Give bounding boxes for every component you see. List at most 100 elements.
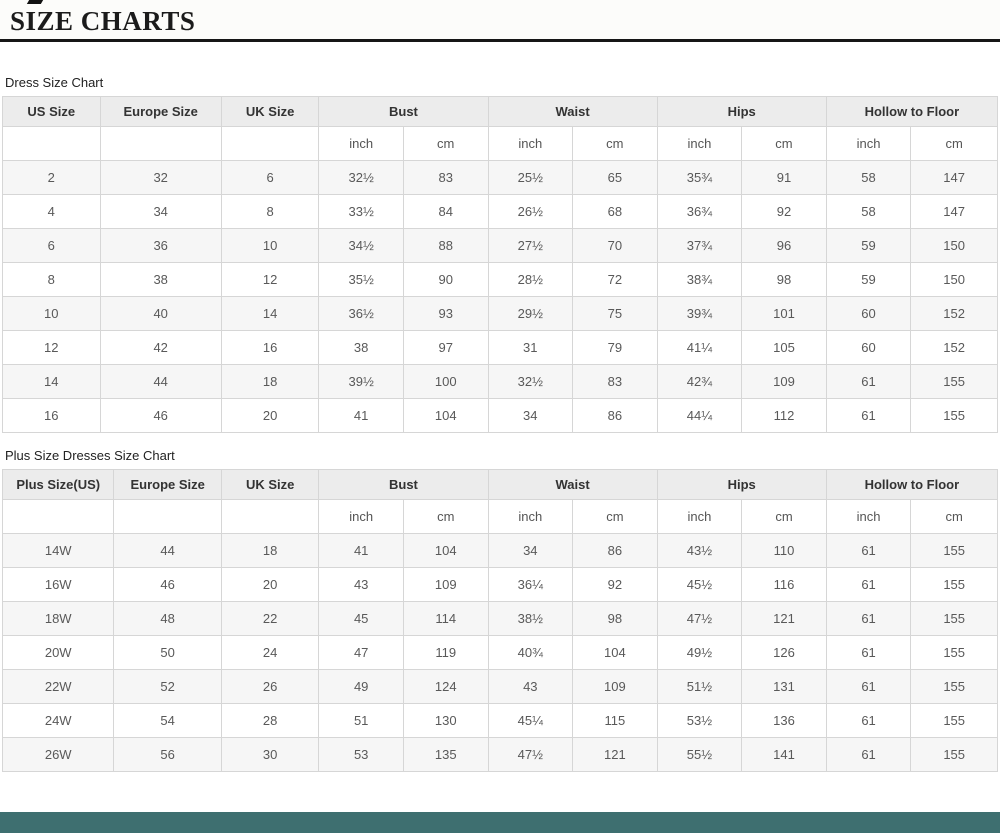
dress-size-section: Dress Size Chart US Size Europe Size UK Si…: [0, 42, 1000, 433]
unit-header: cm: [910, 499, 998, 534]
table-cell: 79: [572, 330, 658, 365]
unit-header: cm: [741, 126, 827, 161]
table-cell: 50: [113, 635, 222, 670]
table-cell: 41: [318, 398, 404, 433]
table-cell: 155: [910, 398, 998, 433]
table-cell: 26: [220, 669, 320, 704]
table-cell: 58: [825, 160, 912, 195]
table-cell: 61: [825, 737, 912, 772]
plus-size-section: Plus Size Dresses Size Chart Plus Size(U…: [0, 433, 1000, 772]
table-cell: 34: [487, 533, 574, 568]
table-cell: 114: [402, 601, 489, 636]
table-cell: 92: [572, 567, 658, 602]
table-cell: 70: [572, 228, 658, 263]
size-cell: 16W: [1, 567, 115, 602]
size-cell: 12: [2, 330, 101, 365]
table-cell: 152: [910, 330, 998, 365]
table-cell: 54: [113, 703, 222, 738]
unit-header: inch: [656, 499, 743, 534]
table-cell: 53: [318, 737, 404, 772]
table-cell: 109: [572, 669, 658, 704]
table-cell: 92: [741, 194, 827, 229]
table-cell: 90: [402, 262, 489, 297]
unit-header: inch: [318, 126, 404, 161]
table-cell: 131: [741, 669, 827, 704]
size-cell: 26W: [1, 737, 115, 772]
table-cell: 40: [99, 296, 222, 331]
table-cell: 126: [741, 635, 827, 670]
table-cell: 104: [402, 398, 489, 433]
table-cell: 39½: [318, 364, 404, 399]
measure-group-header: Waist: [487, 469, 658, 500]
table-row: 16W 46 20 43 109 36¼ 92 45½ 116 61 155: [1, 567, 998, 602]
table-cell: 100: [402, 364, 489, 399]
table-row: 14W 44 18 41 104 34 86 43½ 110 61 155: [1, 533, 998, 568]
crop-artifact: [26, 0, 44, 4]
table-cell: 41¼: [656, 330, 743, 365]
table-cell: 98: [572, 601, 658, 636]
table-cell: 109: [402, 567, 489, 602]
empty-header-cell: [220, 499, 320, 534]
table-cell: 105: [741, 330, 827, 365]
table-cell: 39¾: [656, 296, 743, 331]
table-cell: 93: [402, 296, 489, 331]
table-cell: 34: [487, 398, 574, 433]
table-cell: 124: [402, 669, 489, 704]
table-cell: 36¾: [656, 194, 743, 229]
unit-header: inch: [825, 126, 912, 161]
table-cell: 38½: [487, 601, 574, 636]
table-cell: 155: [910, 737, 998, 772]
table-cell: 32½: [318, 160, 404, 195]
table-row: 12 42 16 38 97 31 79 41¼ 105 60 152: [2, 330, 998, 365]
dress-size-caption: Dress Size Chart: [5, 75, 104, 90]
table-cell: 49: [318, 669, 404, 704]
table-cell: 83: [402, 160, 489, 195]
table-cell: 110: [741, 533, 827, 568]
table-cell: 34½: [318, 228, 404, 263]
table-row: 4 34 8 33½ 84 26½ 68 36¾ 92 58 147: [2, 194, 998, 229]
column-header: Europe Size: [99, 96, 222, 127]
unit-header: cm: [402, 499, 489, 534]
table-cell: 51: [318, 703, 404, 738]
size-cell: 20W: [1, 635, 115, 670]
table-cell: 60: [825, 296, 912, 331]
table-cell: 47½: [656, 601, 743, 636]
table-cell: 104: [572, 635, 658, 670]
table-cell: 155: [910, 364, 998, 399]
table-row: 6 36 10 34½ 88 27½ 70 37¾ 96 59 150: [2, 228, 998, 263]
table-cell: 47½: [487, 737, 574, 772]
measure-group-header: Waist: [487, 96, 658, 127]
table-cell: 14: [220, 296, 320, 331]
unit-header: cm: [910, 126, 998, 161]
measure-group-header: Hollow to Floor: [825, 469, 999, 500]
table-cell: 61: [825, 398, 912, 433]
empty-header-cell: [2, 126, 101, 161]
table-cell: 44: [99, 364, 222, 399]
table-cell: 25½: [487, 160, 574, 195]
plus-size-table: Plus Size(US) Europe Size UK Size Bust Waist…: [1, 469, 999, 772]
table-cell: 58: [825, 194, 912, 229]
table-row: 22W 52 26 49 124 43 109 51½ 131 61 155: [1, 669, 998, 704]
table-cell: 61: [825, 533, 912, 568]
table-cell: 35¾: [656, 160, 743, 195]
table-cell: 42¾: [656, 364, 743, 399]
table-cell: 29½: [487, 296, 574, 331]
unit-header: cm: [572, 499, 658, 534]
table-cell: 136: [741, 703, 827, 738]
table-row: 14 44 18 39½ 100 32½ 83 42¾ 109 61 155: [2, 364, 998, 399]
table-cell: 147: [910, 160, 998, 195]
table-cell: 46: [99, 398, 222, 433]
table-cell: 22: [220, 601, 320, 636]
table-cell: 16: [220, 330, 320, 365]
table-cell: 88: [402, 228, 489, 263]
table-cell: 119: [402, 635, 489, 670]
table-cell: 49½: [656, 635, 743, 670]
table-cell: 47: [318, 635, 404, 670]
table-cell: 116: [741, 567, 827, 602]
table-cell: 10: [220, 228, 320, 263]
plus-size-caption: Plus Size Dresses Size Chart: [5, 448, 175, 463]
unit-header: cm: [402, 126, 489, 161]
table-cell: 45: [318, 601, 404, 636]
column-header: UK Size: [220, 469, 320, 500]
table-cell: 42: [99, 330, 222, 365]
